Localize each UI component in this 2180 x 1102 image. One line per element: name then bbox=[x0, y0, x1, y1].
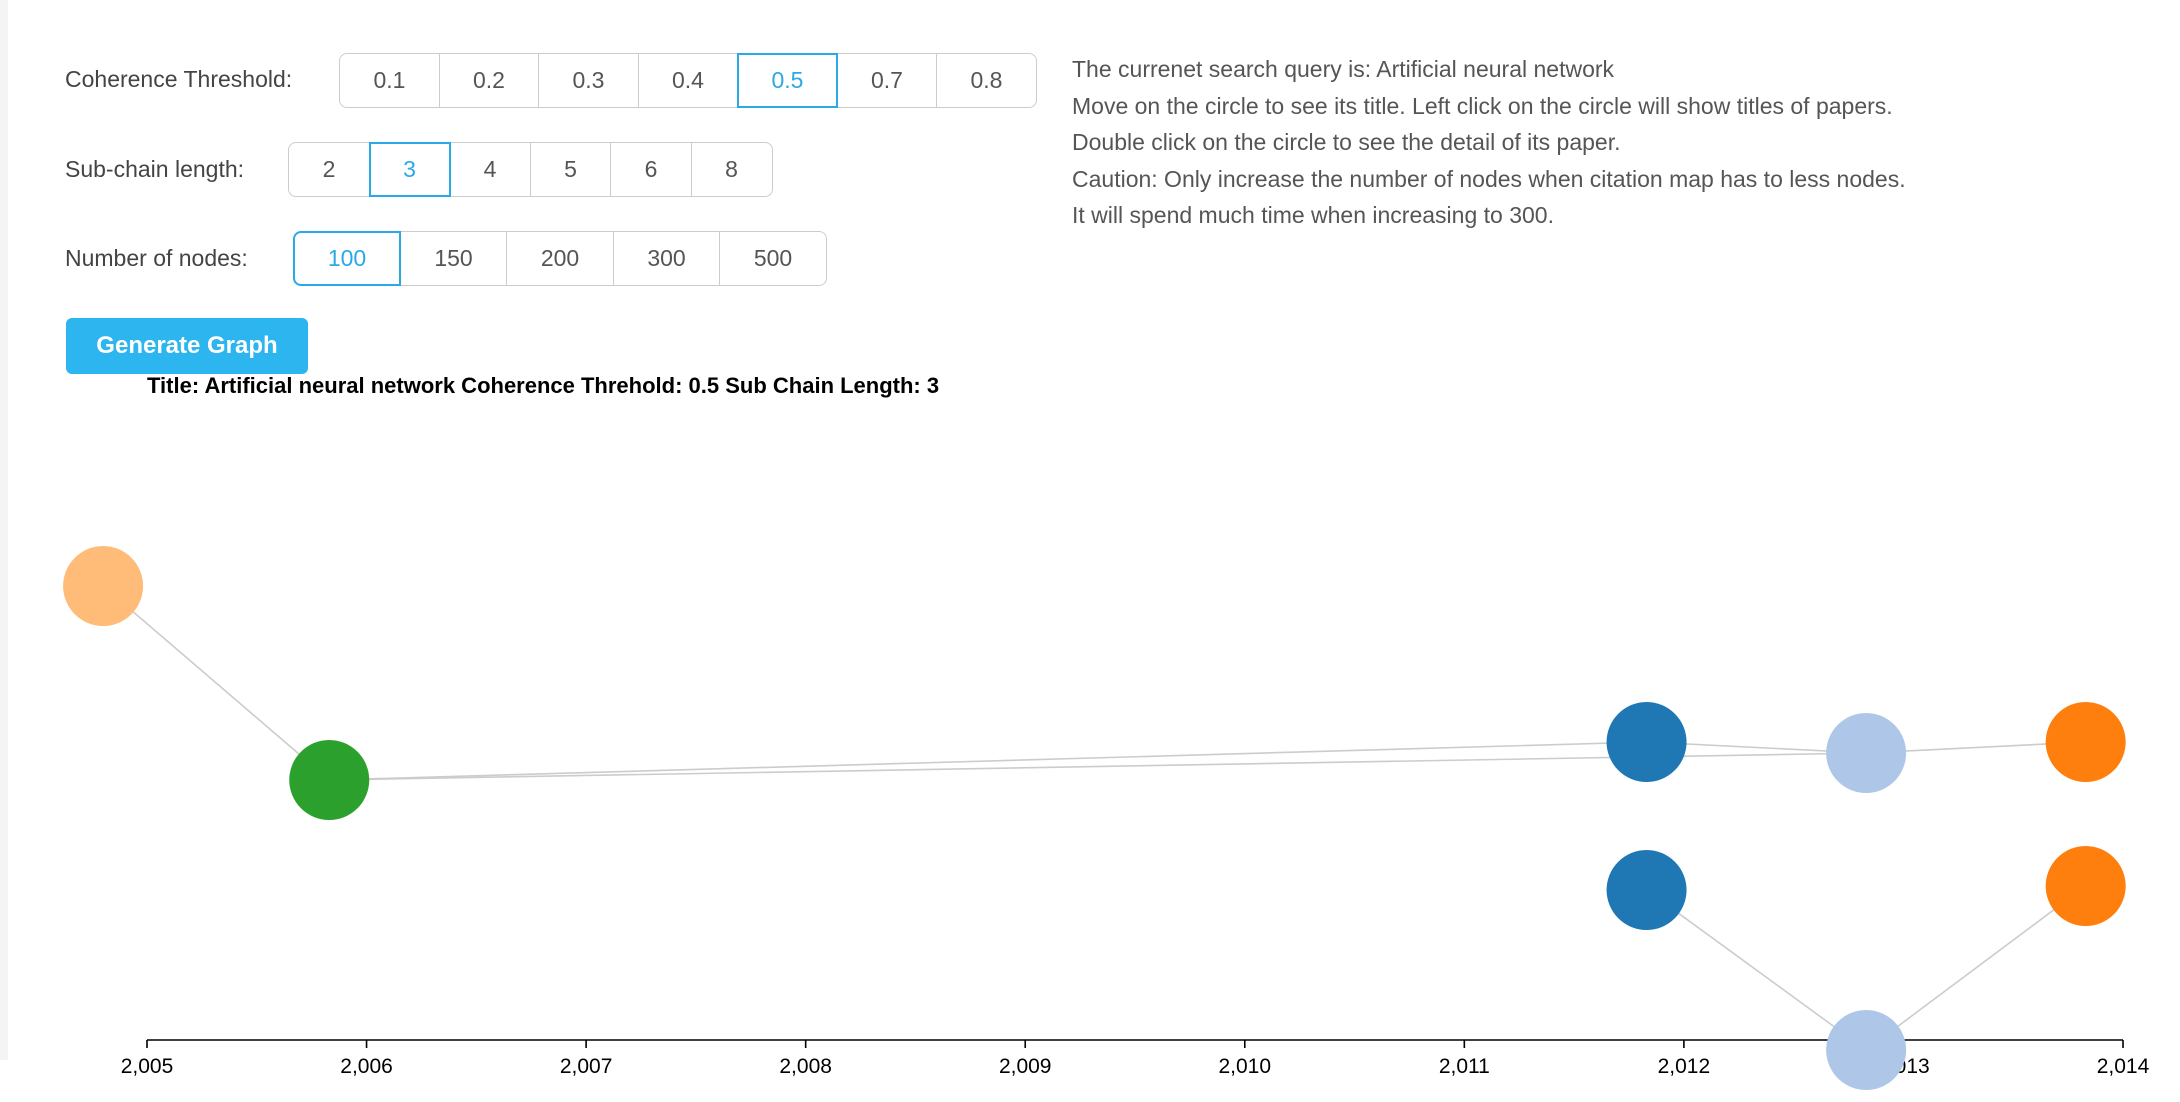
paper-node-n5[interactable] bbox=[2045, 702, 2126, 782]
nodes-option-200[interactable]: 200 bbox=[506, 231, 614, 286]
coherence-threshold-label: Coherence Threshold: bbox=[65, 66, 293, 92]
graph-edges bbox=[102, 585, 2087, 1051]
info-caution: Caution: Only increase the number of nod… bbox=[1072, 166, 1906, 192]
info-double-click-hint: Double click on the circle to see the de… bbox=[1072, 129, 1621, 155]
coherence-option-0-8[interactable]: 0.8 bbox=[936, 53, 1037, 108]
paper-node-n7[interactable] bbox=[1826, 1010, 1907, 1090]
axis-tick-label: 2,011 bbox=[1439, 1055, 1490, 1078]
graph-title: Title: Artificial neural network Coheren… bbox=[147, 373, 940, 398]
nodes-option-300[interactable]: 300 bbox=[612, 231, 721, 286]
axis-tick-label: 2,005 bbox=[121, 1055, 174, 1078]
graph-edge bbox=[329, 741, 1647, 781]
paper-node-n2[interactable] bbox=[289, 740, 370, 820]
subchain-length-group: 2 3 4 5 6 8 bbox=[288, 142, 773, 197]
graph-edge bbox=[1646, 889, 1867, 1051]
axis-tick-label: 2,014 bbox=[2097, 1055, 2150, 1078]
coherence-option-0-2[interactable]: 0.2 bbox=[438, 53, 540, 108]
nodes-option-500[interactable]: 500 bbox=[719, 231, 827, 286]
subchain-option-4[interactable]: 4 bbox=[449, 142, 531, 197]
subchain-length-label: Sub-chain length: bbox=[65, 156, 245, 182]
axis-tick-label: 2,006 bbox=[340, 1055, 393, 1078]
axis-tick-label: 2,012 bbox=[1658, 1055, 1711, 1078]
paper-node-n4[interactable] bbox=[1826, 713, 1907, 793]
axis-tick-label: 2,010 bbox=[1218, 1055, 1271, 1078]
coherence-option-0-1[interactable]: 0.1 bbox=[339, 53, 440, 108]
graph-edge bbox=[1865, 885, 2087, 1051]
number-of-nodes-group: 100 150 200 300 500 bbox=[293, 231, 827, 286]
paper-node-n1[interactable] bbox=[63, 546, 144, 626]
axis-tick-label: 2,007 bbox=[560, 1055, 613, 1078]
subchain-option-6[interactable]: 6 bbox=[610, 142, 692, 197]
coherence-option-0-7[interactable]: 0.7 bbox=[836, 53, 938, 108]
axis-tick-label: 2,008 bbox=[779, 1055, 832, 1078]
nodes-option-100[interactable]: 100 bbox=[293, 231, 401, 286]
nodes-option-150[interactable]: 150 bbox=[399, 231, 508, 286]
generate-graph-button[interactable]: Generate Graph bbox=[66, 318, 308, 374]
subchain-option-8[interactable]: 8 bbox=[690, 142, 773, 197]
info-time-warning: It will spend much time when increasing … bbox=[1072, 202, 1554, 228]
coherence-option-0-5[interactable]: 0.5 bbox=[737, 53, 838, 108]
coherence-threshold-group: 0.1 0.2 0.3 0.4 0.5 0.7 0.8 bbox=[339, 53, 1037, 108]
subchain-option-2[interactable]: 2 bbox=[288, 142, 370, 197]
number-of-nodes-label: Number of nodes: bbox=[65, 245, 248, 271]
paper-node-n8[interactable] bbox=[2045, 846, 2126, 926]
subchain-option-3[interactable]: 3 bbox=[368, 142, 451, 197]
graph-edge bbox=[102, 585, 330, 781]
coherence-option-0-3[interactable]: 0.3 bbox=[538, 53, 639, 108]
axis-tick-label: 2,009 bbox=[999, 1055, 1052, 1078]
info-search-query: The currenet search query is: Artificial… bbox=[1072, 56, 1615, 82]
graph-nodes bbox=[63, 546, 2126, 1090]
left-edge-strip bbox=[0, 0, 8, 1060]
info-hover-hint: Move on the circle to see its title. Lef… bbox=[1072, 93, 1893, 119]
year-axis: 2,005 2,006 2,007 2,008 2,009 2,010 2,011 2,012… bbox=[121, 1039, 2150, 1078]
paper-node-n6[interactable] bbox=[1606, 850, 1687, 930]
paper-node-n3[interactable] bbox=[1606, 702, 1687, 782]
